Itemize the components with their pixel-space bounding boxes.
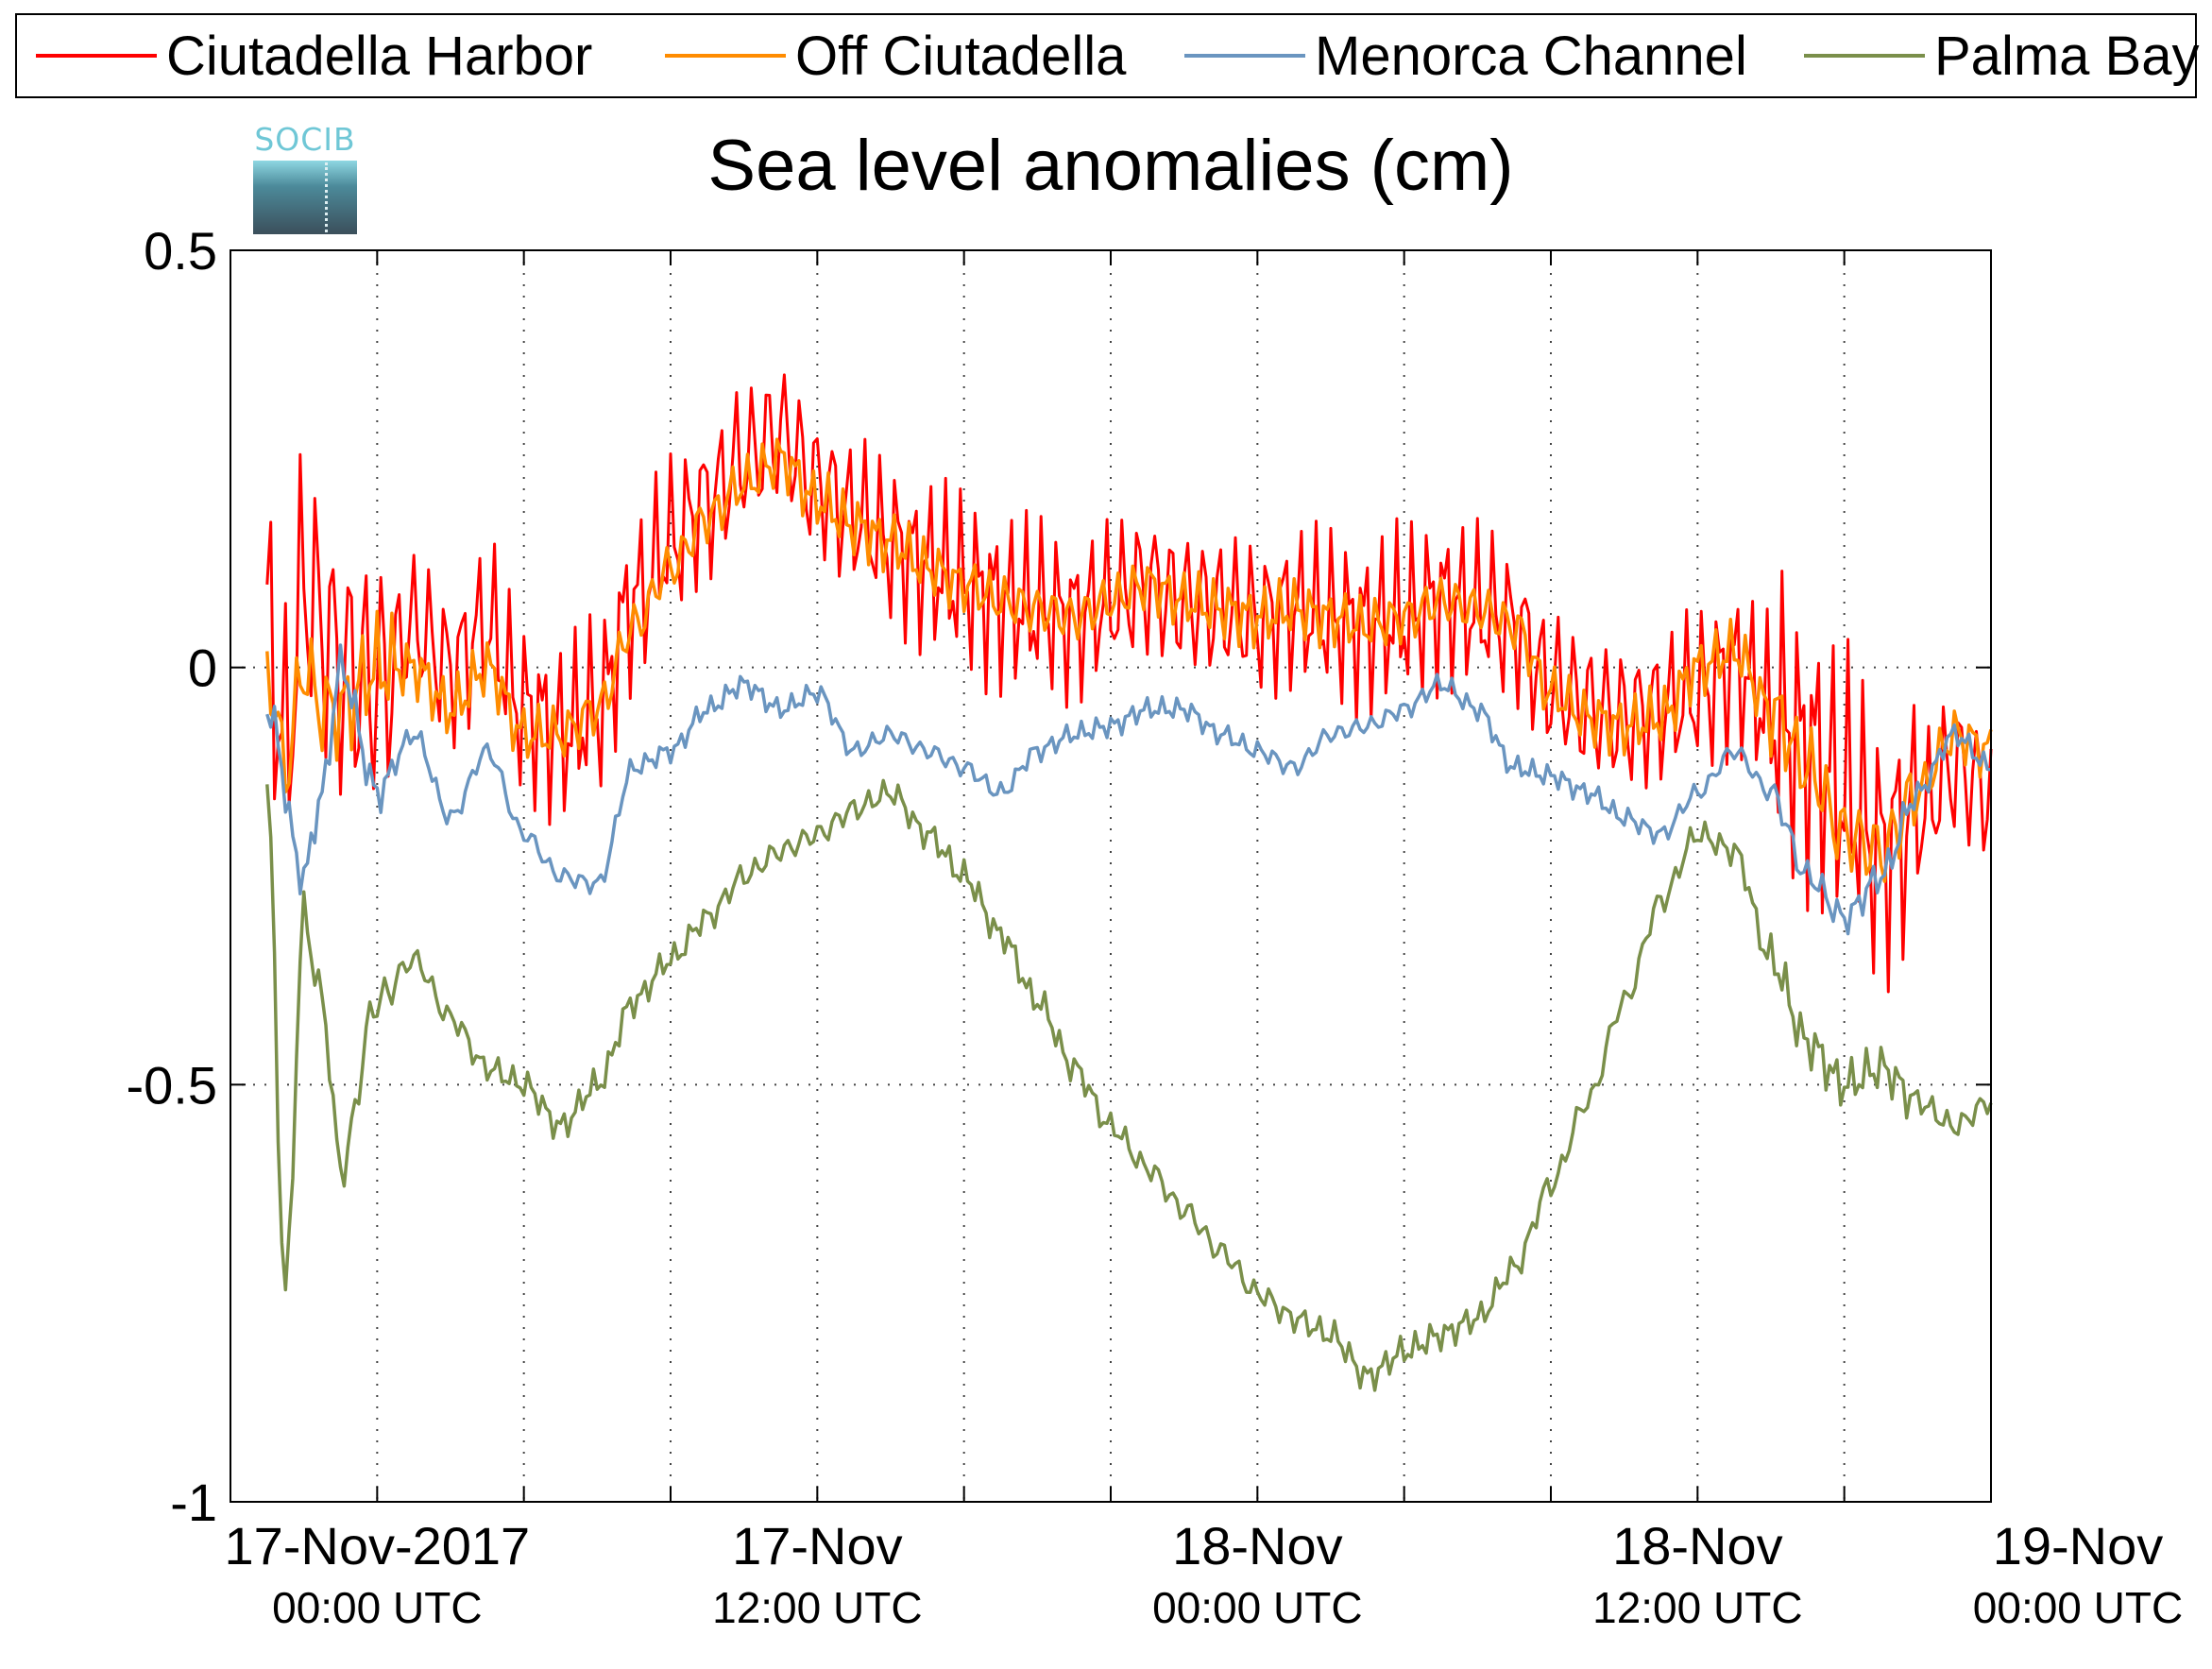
x-tick-label-time: 12:00 UTC [1592,1583,1802,1632]
legend-item-palma-bay: Palma Bay [1804,15,2199,96]
legend-item-ciutadella-harbor: Ciutadella Harbor [36,15,592,96]
x-tick-label-date: 18-Nov [1172,1516,1343,1575]
series-line-off-ciutadella [265,437,1993,883]
x-tick-label-date: 17-Nov [732,1516,903,1575]
x-tick-label-time: 00:00 UTC [1152,1583,1362,1632]
legend-swatch-off-ciutadella [665,54,786,58]
axis-ticks: 0.5 0 -0.5 -117-Nov-2017 00:00 UTC 17-Nov 12:0… [127,221,2184,1632]
series-line-palma-bay [265,778,1993,1392]
y-tick-label: -0.5 [127,1055,218,1115]
socib-logo-image [253,161,357,234]
x-tick-label-date: 19-Nov [1993,1516,2164,1575]
legend-label-ciutadella-harbor: Ciutadella Harbor [166,25,593,87]
chart-title: Sea level anomalies (cm) [707,126,1514,206]
legend-label-menorca-channel: Menorca Channel [1315,25,1747,87]
legend-label-palma-bay: Palma Bay [1934,25,2200,87]
grid-lines [230,250,1991,1502]
legend: Ciutadella Harbor Off Ciutadella Menorca… [15,13,2199,98]
legend-item-menorca-channel: Menorca Channel [1184,15,1747,96]
y-tick-label: -1 [170,1473,217,1532]
x-tick-label-time: 12:00 UTC [712,1583,922,1632]
x-tick-label-date: 18-Nov [1612,1516,1783,1575]
y-tick-label: 0 [188,639,217,698]
legend-item-off-ciutadella: Off Ciutadella [665,15,1126,96]
socib-logo: SOCIB [247,121,363,236]
legend-swatch-ciutadella-harbor [36,54,157,58]
x-tick-label-date: 17-Nov-2017 [224,1516,530,1575]
socib-logo-text: SOCIB [254,121,356,158]
legend-label-off-ciutadella: Off Ciutadella [795,25,1127,87]
x-tick-label-time: 00:00 UTC [272,1583,482,1632]
series-line-menorca-channel [265,643,1992,936]
x-tick-label-time: 00:00 UTC [1973,1583,2183,1632]
socib-logo-mark [325,162,331,232]
series-lines [265,373,1993,1392]
legend-swatch-menorca-channel [1184,54,1305,58]
series-line-ciutadella-harbor [265,373,1993,994]
plot-frame [230,249,1992,1503]
legend-swatch-palma-bay [1804,54,1925,58]
y-tick-label: 0.5 [144,221,217,281]
